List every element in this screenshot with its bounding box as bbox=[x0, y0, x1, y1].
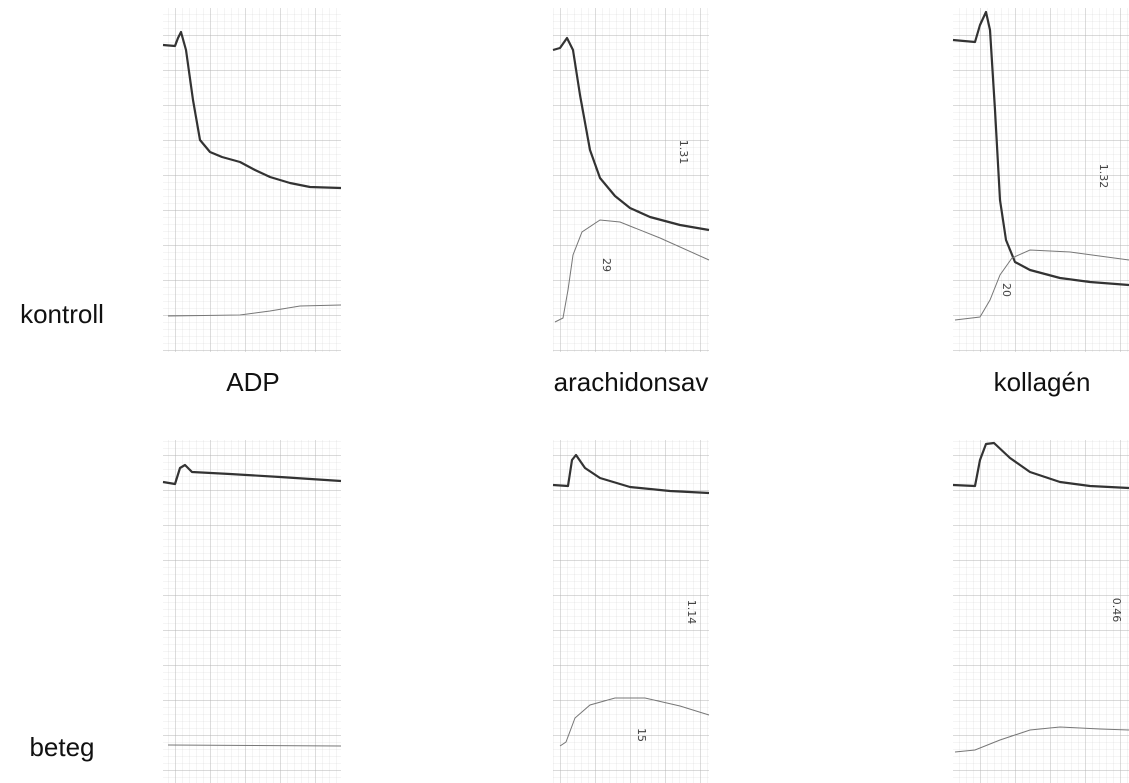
trace bbox=[162, 30, 342, 190]
traces bbox=[162, 10, 1129, 753]
panel bbox=[953, 8, 1129, 352]
panel bbox=[553, 440, 709, 783]
trace bbox=[559, 697, 710, 747]
column-label: arachidonsav bbox=[554, 367, 709, 397]
column-label: ADP bbox=[226, 367, 279, 397]
trace bbox=[552, 36, 710, 232]
trace bbox=[167, 304, 342, 317]
annotation: 1.32 bbox=[1097, 164, 1110, 189]
annotation: 29 bbox=[600, 258, 613, 272]
panel bbox=[953, 440, 1129, 783]
trace bbox=[552, 453, 710, 495]
trace bbox=[554, 219, 710, 323]
panels bbox=[163, 8, 1129, 783]
row-label: kontroll bbox=[20, 299, 104, 329]
annotation: 20 bbox=[1000, 283, 1013, 297]
trace bbox=[954, 249, 1129, 321]
row-label: beteg bbox=[29, 732, 94, 762]
panel bbox=[163, 8, 341, 352]
trace bbox=[162, 463, 342, 486]
panel bbox=[163, 440, 341, 783]
trace bbox=[952, 10, 1129, 287]
annotation: 1.14 bbox=[685, 600, 698, 625]
column-label: kollagén bbox=[994, 367, 1091, 397]
trace bbox=[167, 744, 342, 747]
annotation: 0.46 bbox=[1110, 598, 1123, 623]
annotation: 1.31 bbox=[677, 140, 690, 165]
panel bbox=[553, 8, 709, 352]
trace bbox=[954, 726, 1129, 753]
annotation: 15 bbox=[635, 728, 648, 742]
trace bbox=[952, 441, 1129, 490]
